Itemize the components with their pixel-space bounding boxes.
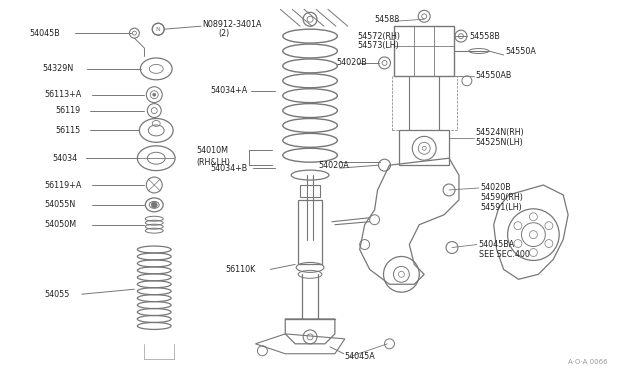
Bar <box>298 200 322 264</box>
Text: 54020B: 54020B <box>337 58 367 67</box>
Text: 54525N(LH): 54525N(LH) <box>476 138 524 147</box>
Circle shape <box>151 202 157 208</box>
Text: N08912-3401A: N08912-3401A <box>202 20 261 29</box>
Text: N: N <box>156 27 161 32</box>
Text: 54050M: 54050M <box>44 220 76 229</box>
Text: 56110K: 56110K <box>226 265 256 274</box>
Text: 54055: 54055 <box>44 290 70 299</box>
Text: 54588: 54588 <box>374 15 400 24</box>
Text: 54573(LH): 54573(LH) <box>358 41 399 49</box>
Text: 56119: 56119 <box>55 106 80 115</box>
Bar <box>399 131 449 165</box>
Text: 56113+A: 56113+A <box>44 90 81 99</box>
Text: 54034+B: 54034+B <box>211 164 248 173</box>
Bar <box>392 76 457 131</box>
Text: 54590(RH): 54590(RH) <box>481 193 524 202</box>
Text: 54055N: 54055N <box>44 201 76 209</box>
Bar <box>394 26 454 76</box>
Text: SEE SEC.400: SEE SEC.400 <box>479 250 530 259</box>
Text: 54329N: 54329N <box>42 64 74 73</box>
Text: 54034+A: 54034+A <box>211 86 248 95</box>
Text: 54045B: 54045B <box>29 29 60 38</box>
Text: 54550A: 54550A <box>506 46 536 55</box>
Text: 54550AB: 54550AB <box>476 71 512 80</box>
Text: 54020B: 54020B <box>481 183 511 192</box>
Text: 54558B: 54558B <box>469 32 500 41</box>
Bar <box>300 185 320 197</box>
Text: 54010M: 54010M <box>196 146 228 155</box>
Text: 54524N(RH): 54524N(RH) <box>476 128 525 137</box>
Text: 54020A: 54020A <box>318 161 349 170</box>
Text: 56115: 56115 <box>55 126 80 135</box>
Circle shape <box>153 93 156 96</box>
Text: A·O·A 0066: A·O·A 0066 <box>568 359 608 365</box>
Text: 54572(RH): 54572(RH) <box>358 32 401 41</box>
Text: 54034: 54034 <box>52 154 77 163</box>
Text: 56119+A: 56119+A <box>44 180 81 189</box>
Text: 54045BA: 54045BA <box>479 240 515 249</box>
Text: (2): (2) <box>219 29 230 38</box>
Text: (RH&LH): (RH&LH) <box>196 158 230 167</box>
Text: 54591(LH): 54591(LH) <box>481 203 522 212</box>
Text: 54045A: 54045A <box>345 352 376 361</box>
